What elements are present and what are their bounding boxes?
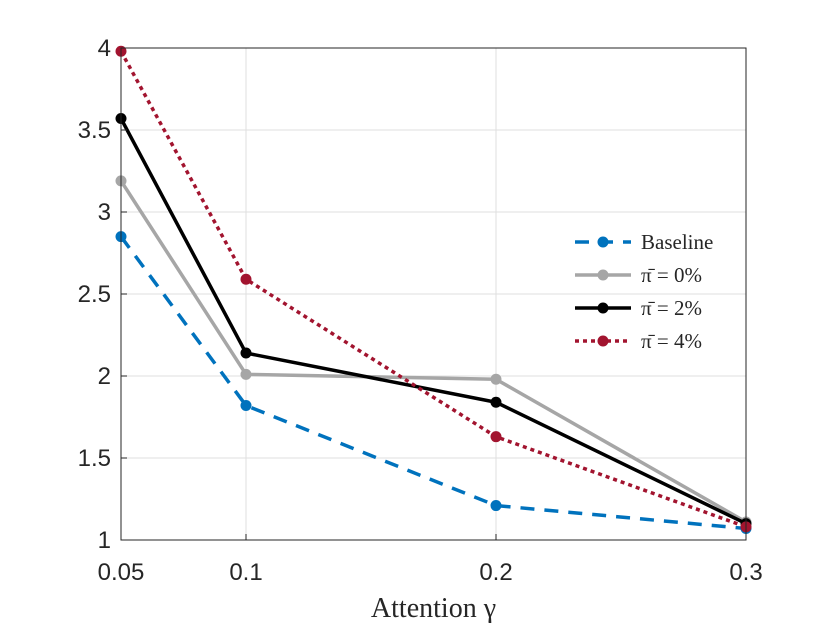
series-line	[119, 235, 747, 531]
y-tick-label: 1.5	[78, 445, 111, 472]
y-tick-label: 2	[98, 363, 111, 390]
data-point	[240, 368, 252, 380]
legend-label: π̄ = 2%	[641, 296, 702, 320]
x-tick-label: 0.3	[729, 559, 762, 586]
y-tick-label: 4	[98, 35, 111, 62]
data-point	[490, 500, 502, 512]
legend-item: π̄ = 4%	[575, 329, 702, 353]
y-tick-label: 3.5	[78, 117, 111, 144]
y-tick-label: 2.5	[78, 281, 111, 308]
legend-label: Baseline	[641, 230, 713, 254]
legend-item: π̄ = 2%	[575, 296, 702, 320]
data-point	[490, 431, 502, 443]
legend-swatch-marker	[597, 236, 609, 248]
legend-swatch-marker	[597, 302, 609, 314]
x-axis: 0.05 0.1 0.2 0.3	[98, 534, 763, 586]
legend-swatch-marker	[597, 335, 609, 347]
legend-label: π̄ = 0%	[641, 263, 702, 287]
x-tick-label: 0.05	[98, 559, 145, 586]
x-tick-label: 0.2	[479, 559, 512, 586]
legend: Baseline π̄ = 0% π̄ = 2% π̄ = 4%	[575, 230, 713, 353]
x-tick-label: 0.1	[229, 559, 262, 586]
series-line	[119, 117, 747, 526]
legend-swatch-marker	[597, 269, 609, 281]
y-tick-label: 3	[98, 199, 111, 226]
x-axis-label: Attention γ	[371, 593, 496, 624]
data-point	[240, 347, 252, 359]
legend-item: Baseline	[575, 230, 713, 254]
legend-label: π̄ = 4%	[641, 329, 702, 353]
series-line	[119, 50, 747, 529]
legend-item: π̄ = 0%	[575, 263, 702, 287]
data-point	[240, 400, 252, 412]
y-tick-label: 1	[98, 527, 111, 554]
data-point	[490, 396, 502, 408]
series-layer	[115, 45, 752, 535]
data-point	[490, 373, 502, 385]
y-axis: 1 1.5 2 2.5 3 3.5 4	[78, 35, 127, 554]
data-point	[240, 273, 252, 285]
